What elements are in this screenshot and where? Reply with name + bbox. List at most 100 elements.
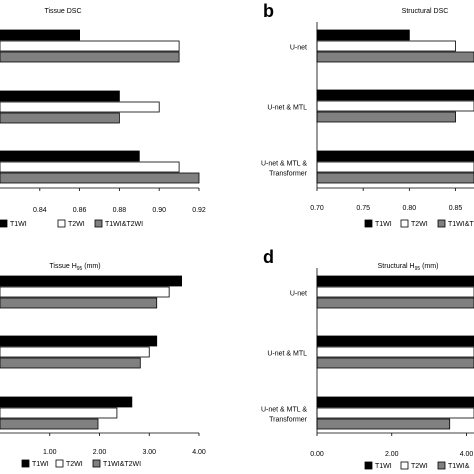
legend-label: T1WI&T2WI [103,461,141,468]
bar-t1wi-1 [0,90,120,102]
bar-t1wi-t2wi-1 [0,112,120,124]
bar-t1wi-1 [0,335,158,347]
legend-swatch [364,461,373,470]
category-label: U-net & MTL & [261,407,307,414]
chart-title: Tissue H95 (mm) [49,263,100,272]
legend-label: T1WI [10,221,27,228]
chart-panel-bl: Tissue H95 (mm) 1.00 2.00 3.00 4.00 T1WI T2WI T… [0,263,206,468]
bar-t1wi-1 [316,89,474,101]
legend-swatch [364,219,373,228]
x-tick-label: 0.92 [192,207,206,214]
chart-title: Tissue DSC [44,8,81,15]
panel-letter: b [263,1,274,21]
bar-t1wi-t2wi-2 [0,172,200,184]
category-label: Transformer [269,171,308,178]
bar-t1wi-t2wi-1 [316,111,456,123]
x-tick-label: 2.00 [385,451,399,458]
legend-swatch [57,219,66,228]
bar-t2wi-2 [316,161,474,173]
chart-title-subscript: 95 [77,266,83,272]
chart-panel-tr: b Structural DSC U-net U-net & MTL U-net & M… [261,1,474,228]
x-tick-label: 0.80 [403,205,417,212]
x-tick-label: 0.90 [152,207,166,214]
bar-t2wi-2 [0,161,180,173]
category-label: U-net & MTL [267,105,307,112]
bar-t1wi-2 [0,150,140,162]
category-label: U-net & MTL & [261,161,307,168]
legend-label: T1WI& [448,463,470,470]
bar-t1wi-t2wi-2 [316,172,474,184]
bar-t1wi-t2wi-1 [316,357,474,369]
bar-t2wi-2 [316,407,474,419]
bar-t2wi-1 [0,346,150,358]
category-label: Transformer [269,417,308,424]
legend-label: T1WI&T2V [448,221,474,228]
legend-swatch [92,459,101,468]
bar-t2wi-0 [0,286,170,298]
bar-t1wi-2 [316,396,474,408]
legend-label: T1WI [375,463,392,470]
x-tick-label: 4.00 [192,449,206,456]
bar-t1wi-t2wi-1 [0,357,141,369]
bar-t2wi-0 [0,40,180,52]
x-tick-label: 0.85 [449,205,463,212]
bar-t1wi-2 [316,150,474,162]
chart-title: Structural H95 (mm) [378,263,439,272]
legend-label: T2WI [411,221,428,228]
x-tick-label: 0.88 [113,207,127,214]
bar-t1wi-1 [316,335,474,347]
x-tick-label: 2.00 [93,449,107,456]
legend-swatch [21,459,30,468]
bar-t1wi-0 [0,29,80,41]
bar-t1wi-t2wi-0 [0,297,158,309]
bar-t1wi-2 [0,396,133,408]
bar-t2wi-1 [0,101,160,113]
bar-t1wi-0 [0,275,182,287]
bar-t1wi-t2wi-2 [0,418,99,430]
bar-t2wi-1 [316,100,474,112]
chart-title-main: Structural H [378,263,415,270]
x-tick-label: 0.70 [310,205,324,212]
bar-t1wi-t2wi-0 [0,51,180,63]
legend-swatch [437,219,446,228]
bar-t1wi-t2wi-0 [316,297,474,309]
x-tick-label: 0.86 [73,207,87,214]
x-tick-label: 1.00 [43,449,57,456]
chart-title-subscript: 95 [415,266,421,272]
legend-label: T1WI [32,461,49,468]
legend-swatch [400,219,409,228]
x-tick-label: 4.00 [460,451,474,458]
legend-label: T1WI [375,221,392,228]
x-tick-label: 0.84 [33,207,47,214]
x-tick-label: 0.75 [356,205,370,212]
bar-t2wi-2 [0,407,118,419]
bar-t2wi-0 [316,40,456,52]
legend-label: T2WI [411,463,428,470]
category-label: U-net [290,291,307,298]
chart-title-main: Tissue H [49,263,76,270]
chart-title-suffix: (mm) [82,263,100,270]
bar-t1wi-t2wi-2 [316,418,451,430]
bar-t1wi-0 [316,29,410,41]
category-label: U-net & MTL [267,351,307,358]
x-tick-label: 3.00 [142,449,156,456]
legend-swatch [400,461,409,470]
bar-t1wi-t2wi-0 [316,51,474,63]
bar-t2wi-1 [316,346,474,358]
legend-swatch [94,219,103,228]
x-tick-label: 0.00 [310,451,324,458]
chart-panel-tl: Tissue DSC 0.84 0.86 0.88 0.90 0.92 T1WI T2WI T1… [0,8,206,228]
chart-panel-br: d Structural H95 (mm) U-net U-net & MTL U-ne… [261,247,474,470]
legend-label: T2WI [66,461,83,468]
legend-swatch [0,219,8,228]
legend-swatch [55,459,64,468]
chart-title: Structural DSC [402,8,449,15]
legend-label: T2WI [68,221,85,228]
legend-swatch [437,461,446,470]
legend-label: T1WI&T2WI [105,221,143,228]
category-label: U-net [290,45,307,52]
bar-t2wi-0 [316,286,474,298]
chart-title-suffix: (mm) [420,263,438,270]
bar-t1wi-0 [316,275,474,287]
